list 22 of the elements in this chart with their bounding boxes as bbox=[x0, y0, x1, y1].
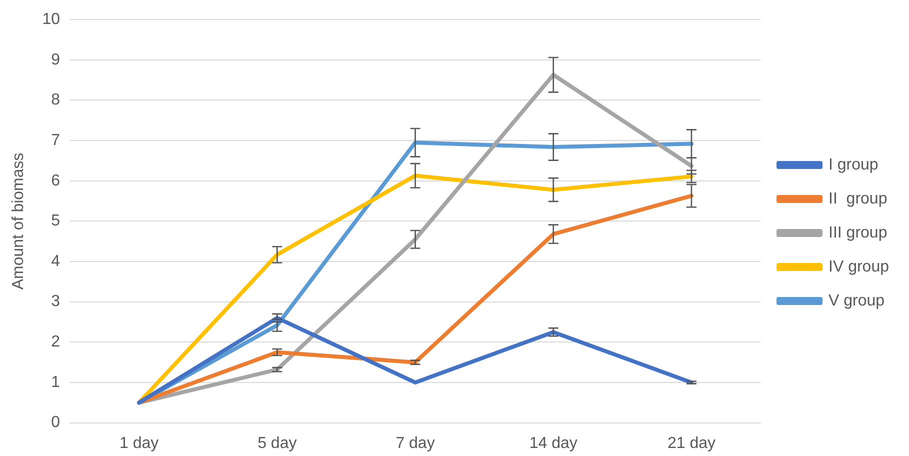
y-tick-label: 10 bbox=[42, 11, 60, 28]
y-tick-label: 6 bbox=[51, 172, 60, 190]
x-tick-label: 21 day bbox=[667, 434, 716, 452]
legend-label: IV group bbox=[828, 258, 890, 276]
legend-label: V group bbox=[828, 292, 885, 310]
y-tick-label: 5 bbox=[51, 212, 60, 230]
legend-label: II group bbox=[828, 190, 888, 208]
y-tick-label: 3 bbox=[51, 293, 60, 310]
y-tick-label: 9 bbox=[51, 51, 60, 68]
y-tick-label: 0 bbox=[51, 414, 60, 432]
x-tick-label: 5 day bbox=[258, 434, 297, 452]
y-axis-title: Amount of biomass bbox=[10, 152, 28, 290]
y-tick-label: 7 bbox=[51, 132, 60, 149]
y-tick-label: 1 bbox=[51, 374, 60, 391]
x-tick-label: 14 day bbox=[529, 434, 578, 452]
x-tick-label: 7 day bbox=[396, 434, 435, 452]
legend-label: I group bbox=[828, 156, 878, 174]
x-tick-label: 1 day bbox=[119, 434, 159, 452]
y-tick-label: 8 bbox=[51, 92, 60, 109]
legend-label: III group bbox=[828, 224, 888, 242]
y-tick-label: 4 bbox=[51, 252, 60, 270]
y-tick-label: 2 bbox=[51, 334, 60, 351]
